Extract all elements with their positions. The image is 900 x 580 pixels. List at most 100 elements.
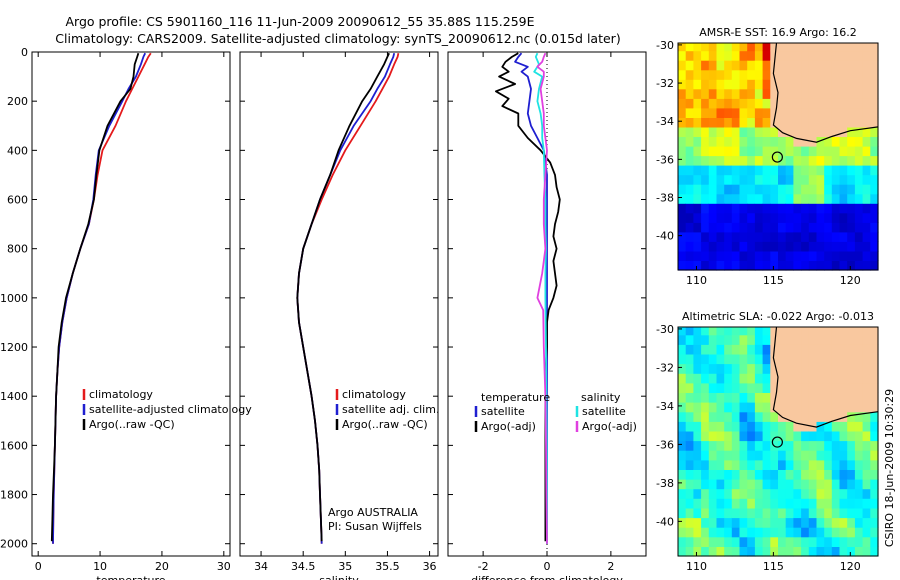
heatmap-cell [808, 411, 818, 422]
heatmap-cell [793, 43, 802, 52]
heatmap-cell [724, 488, 733, 499]
heatmap-cell [747, 146, 756, 157]
difference-legend-temperature-header: temperature [481, 391, 550, 404]
heatmap-cell [762, 126, 771, 137]
heatmap-cell [839, 174, 848, 185]
heatmap-cell [739, 382, 748, 393]
heatmap-cell [724, 155, 733, 166]
heatmap-cell [847, 469, 856, 480]
heatmap-cell [831, 250, 841, 261]
heatmap-cell [847, 146, 856, 157]
heatmap-cell [801, 469, 810, 480]
heatmap-cell [785, 517, 794, 528]
heatmap-cell [785, 450, 794, 461]
heatmap-cell [754, 440, 764, 451]
heatmap-cell [708, 450, 718, 461]
heatmap-cell [770, 69, 779, 80]
heatmap-cell [762, 117, 771, 128]
heatmap-cell [701, 327, 710, 336]
heatmap-cell [747, 411, 756, 422]
heatmap-cell [678, 193, 687, 204]
heatmap-cell [831, 203, 841, 214]
heatmap-cell [708, 88, 718, 99]
heatmap-cell [870, 498, 879, 509]
heatmap-cell [785, 411, 794, 422]
heatmap-cell [762, 203, 771, 214]
heatmap-cell [785, 117, 794, 128]
heatmap-cell [854, 222, 864, 233]
heatmap-cell [808, 260, 818, 271]
heatmap-cell [685, 241, 694, 252]
heatmap-cell [724, 241, 733, 252]
heatmap-cell [870, 174, 879, 185]
heatmap-cell [685, 203, 694, 214]
heatmap-cell [778, 373, 787, 384]
heatmap-cell [778, 260, 787, 271]
heatmap-cell [716, 88, 725, 99]
heatmap-cell [716, 327, 725, 336]
heatmap-cell [685, 469, 694, 480]
heatmap-cell [854, 174, 864, 185]
heatmap-cell [693, 50, 702, 61]
heatmap-cell [847, 174, 856, 185]
heatmap-cell [785, 498, 794, 509]
heatmap-cell [739, 43, 748, 52]
heatmap-cell [708, 469, 718, 480]
heatmap-cell [801, 536, 810, 547]
heatmap-cell [701, 146, 710, 157]
heatmap-cell [785, 136, 794, 147]
heatmap-cell [685, 231, 694, 242]
heatmap-cell [808, 392, 818, 403]
heatmap-cell [708, 507, 718, 519]
salinity-xlabel: salinity [319, 574, 359, 580]
heatmap-cell [824, 440, 833, 451]
heatmap-cell [793, 50, 802, 61]
heatmap-cell [831, 117, 841, 128]
heatmap-cell [724, 353, 733, 365]
heatmap-cell [808, 98, 818, 109]
heatmap-cell [739, 250, 748, 261]
heatmap-cell [762, 430, 771, 442]
salinity-series-argo-raw-qc- [296, 52, 390, 542]
heatmap-cell [754, 98, 764, 109]
heatmap-cell [716, 69, 725, 80]
heatmap-cell [847, 69, 856, 80]
heatmap-cell [739, 392, 748, 403]
heatmap-cell [862, 117, 871, 128]
heatmap-cell [816, 107, 825, 118]
heatmap-cell [678, 241, 687, 252]
heatmap-cell [816, 212, 825, 223]
heatmap-cell [785, 421, 794, 432]
heatmap-cell [762, 43, 771, 52]
heatmap-cell [808, 193, 818, 204]
heatmap-cell [793, 327, 802, 336]
heatmap-cell [678, 421, 687, 432]
heatmap-cell [724, 136, 733, 147]
heatmap-cell [693, 421, 702, 432]
heatmap-cell [870, 107, 879, 118]
heatmap-cell [824, 402, 833, 413]
temperature-panel: 0 10 20 30 0 200 400 600 800 1000 1200 1400 1600 1800… [0, 46, 252, 580]
heatmap-cell [854, 126, 864, 137]
heatmap-cell [785, 88, 794, 99]
heatmap-cell [770, 536, 779, 547]
heatmap-cell [678, 382, 687, 393]
heatmap-cell [801, 459, 810, 470]
heatmap-cell [839, 43, 848, 52]
heatmap-cell [793, 126, 802, 137]
heatmap-cell [862, 98, 871, 109]
heatmap-cell [824, 334, 833, 345]
heatmap-cell [724, 260, 733, 271]
heatmap-cell [854, 241, 864, 252]
heatmap-cell [731, 402, 741, 413]
heatmap-cell [747, 184, 756, 195]
heatmap-cell [716, 146, 725, 157]
map-panels: AMSR-E SST: 16.9 Argo: 16.2 110 115 120 -30 -… [656, 26, 879, 573]
heatmap-cell [785, 327, 794, 336]
heatmap-cell [762, 469, 771, 480]
heatmap-cell [785, 402, 794, 413]
heatmap-cell [708, 382, 718, 393]
heatmap-cell [831, 459, 841, 470]
sst_map-panel: AMSR-E SST: 16.9 Argo: 16.2 110 115 120 -30 -… [656, 26, 879, 287]
heatmap-cell [693, 107, 702, 118]
